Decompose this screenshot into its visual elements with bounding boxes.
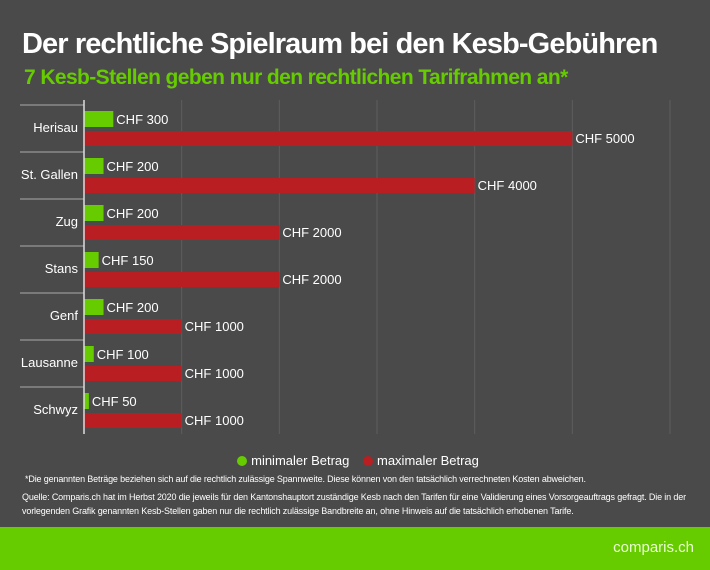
data-label: CHF 200 bbox=[107, 300, 159, 315]
category-label: Herisau bbox=[33, 120, 78, 135]
data-label: CHF 5000 bbox=[575, 131, 634, 146]
category-label: Genf bbox=[50, 308, 79, 323]
category-label: Zug bbox=[56, 214, 78, 229]
category-label: Schwyz bbox=[33, 402, 78, 417]
data-label: CHF 200 bbox=[107, 206, 159, 221]
bar-max bbox=[84, 225, 280, 240]
data-label: CHF 1000 bbox=[185, 319, 244, 334]
legend-min-swatch bbox=[237, 455, 248, 466]
bar-min bbox=[84, 393, 89, 409]
legend-max-swatch bbox=[363, 455, 373, 466]
bar-min bbox=[84, 299, 104, 315]
data-label: CHF 2000 bbox=[282, 272, 341, 287]
bar-chart: Herisau CHF 300 CHF 5000 St. Gallen CHF 200 C… bbox=[20, 100, 671, 434]
category-label: St. Gallen bbox=[21, 167, 78, 182]
footer-band: comparis.ch bbox=[0, 527, 710, 570]
data-label: CHF 4000 bbox=[478, 178, 537, 193]
chart-title: Der rechtliche Spielraum bei den Kesb-Ge… bbox=[22, 28, 658, 60]
bar-max bbox=[84, 131, 573, 146]
bar-min bbox=[84, 252, 99, 268]
bar-max bbox=[84, 319, 182, 334]
data-label: CHF 100 bbox=[97, 347, 149, 362]
legend-min-label: minimaler Betrag bbox=[251, 453, 350, 469]
bar-max bbox=[84, 178, 475, 193]
footnote: *Die genannten Beträge beziehen sich auf… bbox=[25, 474, 586, 484]
data-label: CHF 200 bbox=[107, 159, 159, 174]
data-label: CHF 1000 bbox=[185, 366, 244, 381]
bar-max bbox=[84, 366, 182, 381]
bar-max bbox=[84, 413, 182, 428]
data-label: CHF 2000 bbox=[282, 225, 341, 240]
bar-min bbox=[84, 158, 104, 174]
bar-min bbox=[84, 205, 104, 221]
data-label: CHF 50 bbox=[92, 394, 137, 409]
source-note: Quelle: Comparis.ch hat im Herbst 2020 d… bbox=[22, 492, 686, 516]
data-label: CHF 150 bbox=[102, 253, 154, 268]
bar-min bbox=[84, 346, 94, 362]
category-label: Stans bbox=[45, 261, 79, 276]
data-label: CHF 300 bbox=[116, 112, 168, 127]
legend-max-label: maximaler Betrag bbox=[377, 453, 479, 469]
category-label: Lausanne bbox=[21, 355, 78, 370]
comparis-logo: comparis.ch bbox=[613, 539, 694, 556]
legend: minimaler Betrag maximaler Betrag bbox=[0, 452, 710, 468]
chart-subtitle: 7 Kesb-Stellen geben nur den rechtlichen… bbox=[24, 66, 568, 89]
bar-max bbox=[84, 272, 280, 287]
bar-min bbox=[84, 111, 114, 127]
data-label: CHF 1000 bbox=[185, 413, 244, 428]
